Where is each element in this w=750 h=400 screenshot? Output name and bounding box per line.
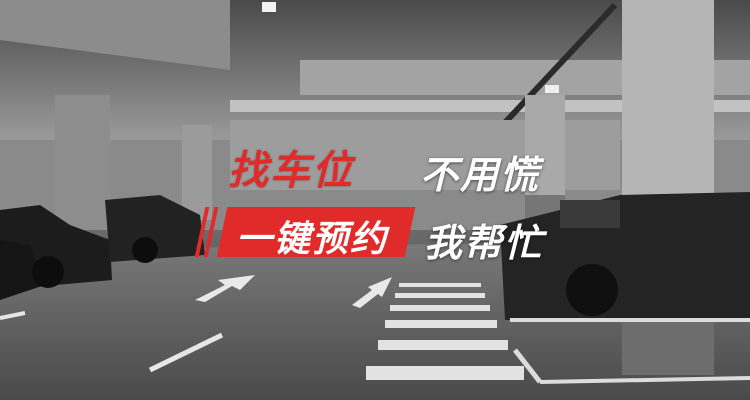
crosswalk-stripe [385,320,497,328]
cta-box-text: 一键预约 [236,219,389,260]
lane-line [148,332,224,373]
pillar-left-2 [182,125,212,220]
car-left-2 [105,195,205,262]
headline-white-text: 不用慌 [420,153,541,197]
ceiling-duct-left [0,0,230,70]
lane-line [0,311,26,320]
parking-line [513,348,542,384]
crosswalk-stripe [390,305,490,311]
car-wheel [32,256,64,288]
car-right-window [560,200,620,228]
car-wheel [132,237,158,263]
parking-line [539,376,750,384]
road-arrow-left [195,275,255,302]
car-wheel [566,264,618,316]
pillar-left-1 [55,95,110,230]
ceiling-light [262,2,276,12]
crosswalk-stripe [366,366,524,380]
road-arrow-up [352,277,392,308]
cta-white-text: 我帮忙 [424,221,545,265]
crosswalk-stripe [378,340,508,350]
headline-red-text: 找车位 [228,148,354,194]
crosswalk-stripe [395,293,485,298]
car-left-3 [0,240,45,300]
crosswalk-stripe [399,283,481,287]
ceiling-beam [230,100,750,112]
ceiling-light [545,85,559,93]
